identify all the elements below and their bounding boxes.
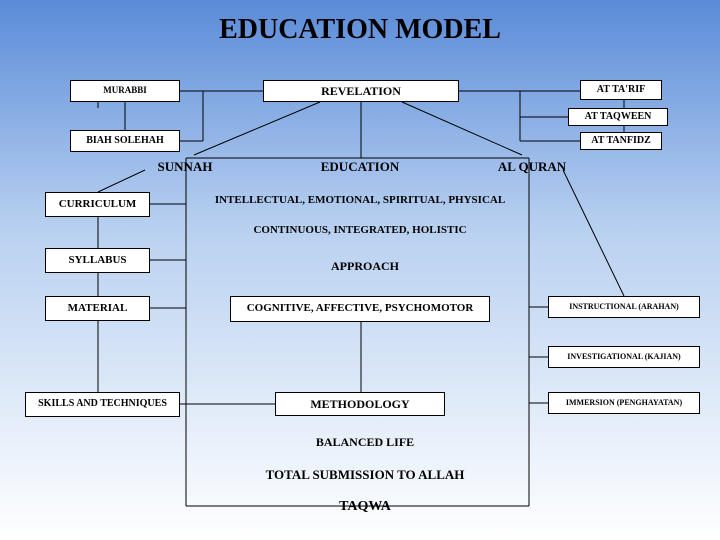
node-total: TOTAL SUBMISSION TO ALLAH: [250, 468, 480, 486]
node-taqwa: TAQWA: [320, 500, 410, 520]
node-instr: INSTRUCTIONAL (ARAHAN): [548, 296, 700, 318]
node-intell: INTELLECTUAL, EMOTIONAL, SPIRITUAL, PHYS…: [205, 195, 515, 213]
node-biah: BIAH SOLEHAH: [70, 130, 180, 152]
node-education: EDUCATION: [300, 160, 420, 178]
node-revelation: REVELATION: [263, 80, 459, 102]
node-attarif: AT TA'RIF: [580, 80, 662, 100]
node-invest: INVESTIGATIONAL (KAJIAN): [548, 346, 700, 368]
diagram-stage: EDUCATION MODEL MURABBI BIAH SOLEHAH REVEL…: [0, 0, 720, 540]
node-material: MATERIAL: [45, 296, 150, 321]
diagram-title: EDUCATION MODEL: [0, 14, 720, 46]
node-attanfidz: AT TANFIDZ: [580, 132, 662, 150]
node-cognitive: COGNITIVE, AFFECTIVE, PSYCHOMOTOR: [230, 296, 490, 322]
node-curriculum: CURRICULUM: [45, 192, 150, 217]
node-methodology: METHODOLOGY: [275, 392, 445, 416]
node-sunnah: SUNNAH: [125, 160, 245, 178]
node-attaqween: AT TAQWEEN: [568, 108, 668, 126]
node-balanced: BALANCED LIFE: [300, 436, 430, 454]
node-syllabus: SYLLABUS: [45, 248, 150, 273]
node-alquran: AL QURAN: [472, 160, 592, 178]
node-immersion: IMMERSION (PENGHAYATAN): [548, 392, 700, 414]
node-skills: SKILLS AND TECHNIQUES: [25, 392, 180, 417]
node-approach: APPROACH: [315, 260, 415, 278]
node-cont: CONTINUOUS, INTEGRATED, HOLISTIC: [235, 225, 485, 243]
node-murabbi: MURABBI: [70, 80, 180, 102]
